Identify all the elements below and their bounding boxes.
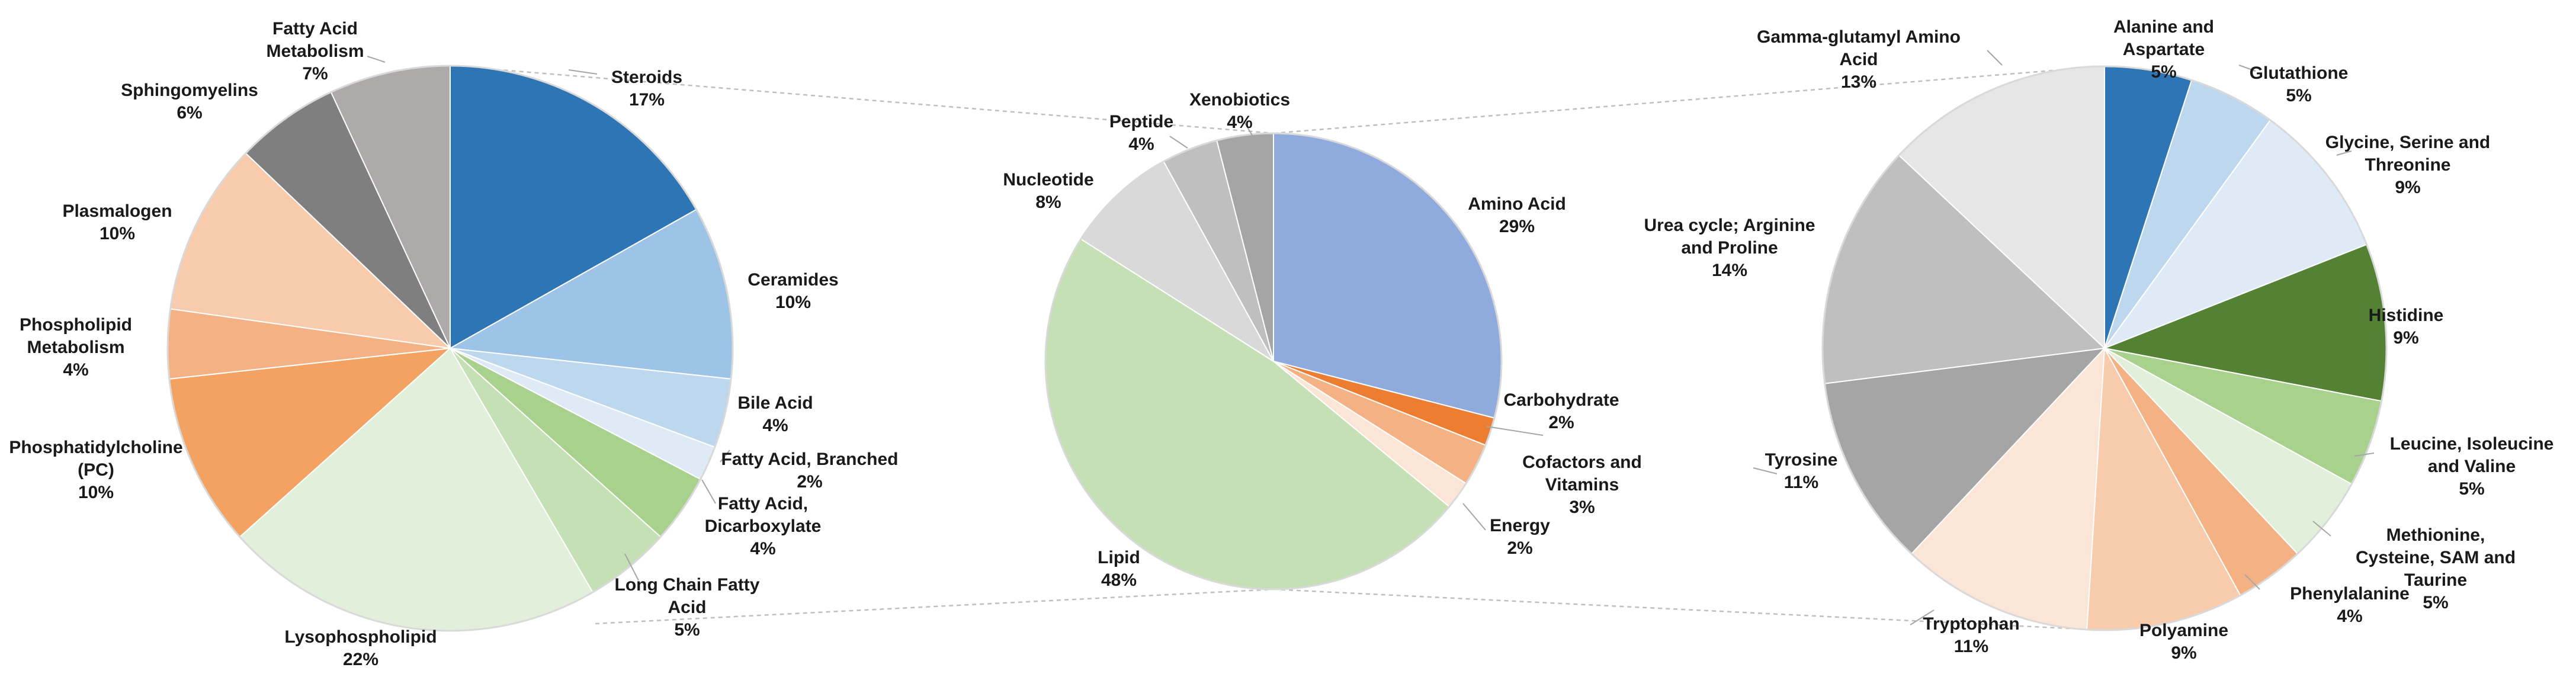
leader-line <box>720 450 730 463</box>
slice-label-phosphatidylcholine-pc: Phosphatidylcholine (PC) 10% <box>9 438 182 502</box>
zoom-connector-line <box>1273 65 2105 134</box>
zoom-connector-line <box>1273 588 2105 631</box>
leader-line <box>1462 503 1486 531</box>
slice-label-cofactors-and-vitamins: Cofactors and Vitamins 3% <box>1522 452 1642 517</box>
pie-outline <box>1821 65 2388 631</box>
slice-label-energy: Energy 2% <box>1490 516 1550 558</box>
leader-line <box>568 69 598 75</box>
slice-label-urea-cycle-arginine-and-proline: Urea cycle; Arginine and Proline 14% <box>1644 216 1815 280</box>
slice-label-glutathione: Glutathione 5% <box>2250 63 2349 105</box>
pies-group <box>166 65 2388 632</box>
labels-group: Steroids 17% Ceramides 10% Bile Acid 4% Fatty … <box>9 17 2553 669</box>
leader-line <box>2244 574 2260 590</box>
leader-line <box>2312 521 2331 537</box>
leader-line <box>2354 452 2375 457</box>
leader-line <box>2238 65 2256 72</box>
slice-label-phospholipid-metabolism: Phospholipid Metabolism 4% <box>20 315 132 380</box>
pie-outline <box>1044 132 1503 590</box>
slice-label-tryptophan: Tryptophan 11% <box>1923 614 2019 656</box>
pie-chart-1 <box>166 65 734 632</box>
slice-label-fatty-acid-branched: Fatty Acid, Branched 2% <box>721 450 899 492</box>
leader-line <box>1486 426 1544 436</box>
connector-lines <box>450 65 2105 631</box>
slice-label-leucine-isoleucine-and-valine: Leucine, Isoleucine and Valine 5% <box>2390 434 2554 499</box>
slice-label-long-chain-fatty-acid: Long Chain Fatty Acid 5% <box>615 575 760 640</box>
slice-label-gamma-glutamyl-amino-acid: Gamma-glutamyl Amino Acid 13% <box>1757 27 1961 92</box>
leader-line <box>1987 50 2003 66</box>
slice-label-tyrosine: Tyrosine 11% <box>1765 450 1838 492</box>
zoom-connector-line <box>595 588 1274 625</box>
slice-label-lysophospholipid: Lysophospholipid 22% <box>284 627 437 669</box>
pie-chart-2 <box>1044 132 1503 590</box>
leader-line <box>2336 150 2352 156</box>
pie-chart-3 <box>1821 65 2388 631</box>
slice-label-fatty-acid-metabolism: Fatty Acid Metabolism 7% <box>266 19 364 84</box>
zoom-connector-line <box>450 65 1274 134</box>
slice-label-polyamine: Polyamine 9% <box>2139 621 2228 663</box>
leader-line <box>1910 609 1935 625</box>
leader-line <box>1753 467 1778 474</box>
leader-line <box>624 553 639 581</box>
slice-label-histidine: Histidine 9% <box>2369 306 2444 348</box>
pie-outline <box>166 65 734 632</box>
slice-label-glycine-serine-and-threonine: Glycine, Serine and Threonine 9% <box>2325 133 2490 197</box>
slice-label-lipid: Lipid 48% <box>1098 548 1140 590</box>
leader-line <box>1169 136 1188 149</box>
slice-label-xenobiotics: Xenobiotics 4% <box>1189 90 1290 132</box>
leader-line <box>1243 121 1253 137</box>
slice-label-alanine-and-aspartate: Alanine and Aspartate 5% <box>2113 17 2214 82</box>
slice-label-carbohydrate: Carbohydrate 2% <box>1503 390 1619 432</box>
slice-label-peptide: Peptide 4% <box>1109 112 1173 154</box>
slice-label-ceramides: Ceramides 10% <box>748 270 838 312</box>
slice-label-nucleotide: Nucleotide 8% <box>1003 170 1093 212</box>
slice-label-plasmalogen: Plasmalogen 10% <box>62 201 172 243</box>
slice-label-methionine-cysteine-sam-and-taurine: Methionine, Cysteine, SAM and Taurine 5% <box>2356 525 2516 612</box>
slice-label-amino-acid: Amino Acid 29% <box>1468 194 1566 236</box>
slice-label-bile-acid: Bile Acid 4% <box>737 393 813 435</box>
slice-label-steroids: Steroids 17% <box>611 68 682 110</box>
leader-line <box>367 56 386 63</box>
leader-line <box>701 479 716 504</box>
slice-label-phenylalanine: Phenylalanine 4% <box>2290 584 2410 626</box>
slice-label-fatty-acid-dicarboxylate: Fatty Acid, Dicarboxylate 4% <box>705 494 822 559</box>
slice-label-sphingomyelins: Sphingomyelins 6% <box>121 81 258 123</box>
